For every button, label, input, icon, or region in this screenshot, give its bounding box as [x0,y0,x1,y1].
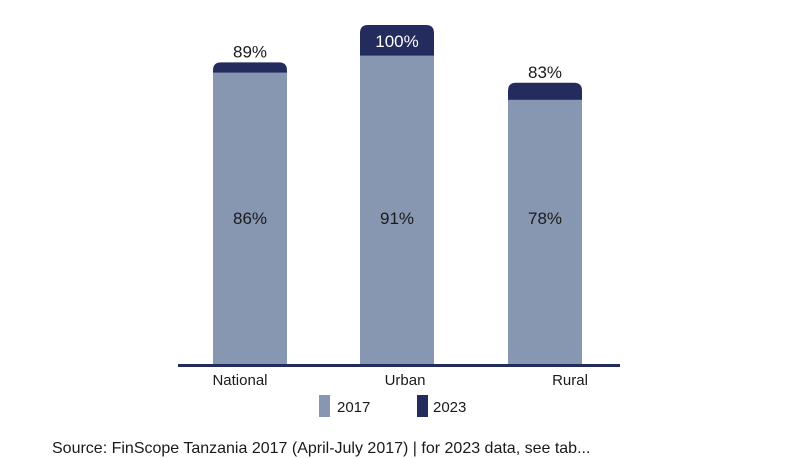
legend-label-2017: 2017 [337,399,370,416]
value-label-2017-national: 86% [233,209,267,228]
category-label-urban: Urban [385,372,426,389]
bar-2017-rural [508,99,582,366]
legend-label-2023: 2023 [433,399,466,416]
bar-2017-urban [360,55,434,365]
legend: 2017 2023 [319,395,466,417]
bar-2017-national [213,72,287,365]
category-label-rural: Rural [552,372,588,389]
value-label-2017-rural: 78% [528,209,562,228]
value-label-2023-urban: 100% [375,32,418,51]
category-label-national: National [212,372,267,389]
legend-swatch-2023 [417,395,428,417]
category-labels: National Urban Rural [212,372,587,389]
legend-swatch-2017 [319,395,330,417]
value-label-2023-national: 89% [233,42,267,61]
source-note: Source: FinScope Tanzania 2017 (April-Ju… [52,440,591,457]
bars-layer: 89% 86% 100% 91% 83% 78% [213,25,582,366]
value-label-2023-rural: 83% [528,63,562,82]
value-label-2017-urban: 91% [380,209,414,228]
